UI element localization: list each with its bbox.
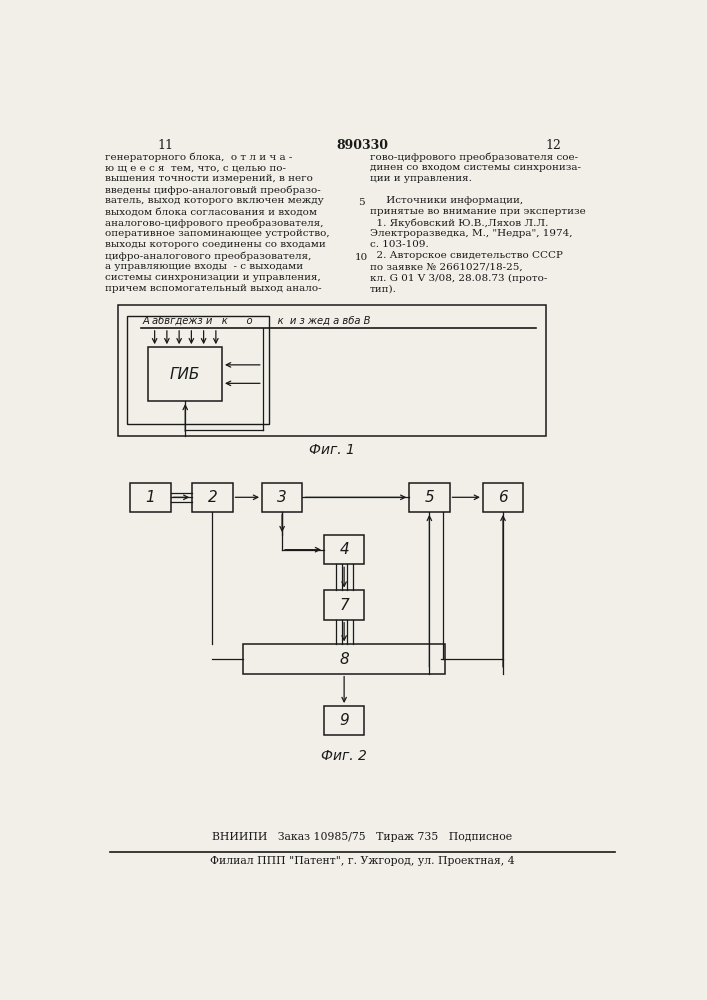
Text: гово-цифрового преобразователя сое-: гово-цифрового преобразователя сое-	[370, 152, 578, 162]
Text: ГИБ: ГИБ	[170, 367, 201, 382]
Text: цифро-аналогового преобразователя,: цифро-аналогового преобразователя,	[105, 251, 312, 261]
Bar	[483, 483, 523, 512]
Text: выходом блока согласования и входом: выходом блока согласования и входом	[105, 207, 317, 216]
Text: Электроразведка, М., "Недра", 1974,: Электроразведка, М., "Недра", 1974,	[370, 229, 572, 238]
Text: 11: 11	[158, 139, 174, 152]
Text: а управляющие входы  - с выходами: а управляющие входы - с выходами	[105, 262, 303, 271]
Text: вышения точности измерений, в него: вышения точности измерений, в него	[105, 174, 313, 183]
Text: 5: 5	[358, 198, 365, 207]
Text: генераторного блока,  о т л и ч а -: генераторного блока, о т л и ч а -	[105, 152, 293, 162]
Text: принятые во внимание при экспертизе: принятые во внимание при экспертизе	[370, 207, 585, 216]
Text: 4: 4	[339, 542, 349, 557]
Bar	[118, 305, 546, 436]
Text: причем вспомогательный выход анало-: причем вспомогательный выход анало-	[105, 284, 322, 293]
Text: тип).: тип).	[370, 284, 397, 293]
Text: ВНИИПИ   Заказ 10985/75   Тираж 735   Подписное: ВНИИПИ Заказ 10985/75 Тираж 735 Подписно…	[212, 832, 512, 842]
Text: 6: 6	[498, 490, 508, 505]
Bar	[324, 590, 364, 620]
Bar	[409, 483, 450, 512]
Text: по заявке № 2661027/18-25,: по заявке № 2661027/18-25,	[370, 262, 522, 271]
Text: Филиал ППП "Патент", г. Ужгород, ул. Проектная, 4: Филиал ППП "Патент", г. Ужгород, ул. Про…	[210, 856, 514, 866]
Text: 5: 5	[424, 490, 434, 505]
Text: А абвгдежз и   к      о        к  и з жед а вба В: А абвгдежз и к о к и з жед а вба В	[143, 316, 371, 326]
Text: ции и управления.: ции и управления.	[370, 174, 472, 183]
Text: с. 103-109.: с. 103-109.	[370, 240, 428, 249]
Bar	[192, 483, 233, 512]
Bar	[324, 706, 364, 735]
Text: 1. Якубовский Ю.В.,Ляхов Л.Л.: 1. Якубовский Ю.В.,Ляхов Л.Л.	[370, 218, 548, 228]
Text: кл. G 01 V 3/08, 28.08.73 (прото-: кл. G 01 V 3/08, 28.08.73 (прото-	[370, 273, 547, 283]
Text: 9: 9	[339, 713, 349, 728]
Text: оперативное запоминающее устройство,: оперативное запоминающее устройство,	[105, 229, 330, 238]
Text: ю щ е е с я  тем, что, с целью по-: ю щ е е с я тем, что, с целью по-	[105, 163, 286, 172]
Bar	[130, 483, 170, 512]
Bar	[127, 316, 269, 424]
Text: 10: 10	[354, 253, 368, 262]
Text: 7: 7	[339, 598, 349, 613]
Bar	[148, 347, 222, 401]
Text: Фиг. 2: Фиг. 2	[321, 749, 367, 763]
Text: 2. Авторское свидетельство СССР: 2. Авторское свидетельство СССР	[370, 251, 563, 260]
Bar	[324, 535, 364, 564]
Text: Фиг. 1: Фиг. 1	[309, 443, 355, 457]
Text: 8: 8	[339, 652, 349, 666]
Text: ватель, выход которого включен между: ватель, выход которого включен между	[105, 196, 325, 205]
Text: 12: 12	[545, 139, 561, 152]
Bar	[262, 483, 303, 512]
Text: 3: 3	[277, 490, 287, 505]
Text: аналогово-цифрового преобразователя,: аналогово-цифрового преобразователя,	[105, 218, 324, 228]
Text: выходы которого соединены со входами: выходы которого соединены со входами	[105, 240, 326, 249]
Text: 890330: 890330	[336, 139, 388, 152]
Text: 1: 1	[146, 490, 156, 505]
Text: системы синхронизации и управления,: системы синхронизации и управления,	[105, 273, 321, 282]
Text: динен со входом системы синхрониза-: динен со входом системы синхрониза-	[370, 163, 580, 172]
Text: 2: 2	[207, 490, 217, 505]
Bar	[243, 644, 445, 674]
Text: введены цифро-аналоговый преобразо-: введены цифро-аналоговый преобразо-	[105, 185, 321, 195]
Text: Источники информации,: Источники информации,	[370, 196, 522, 205]
